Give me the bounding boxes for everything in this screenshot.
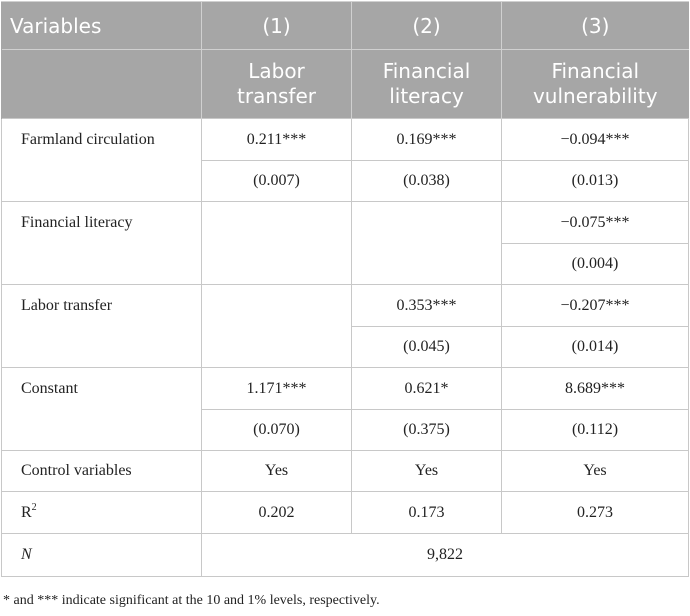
table-row: (0.070) (0.375) (0.112) [2,409,689,451]
header-row-numbers: Variables (1) (2) (3) [1,1,689,50]
row-label-controls: Control variables [1,450,202,492]
table-row: Control variables Yes Yes Yes [1,450,689,492]
cell-coef: −0.075*** [501,201,689,244]
cell-coef: 0.211*** [201,118,352,161]
table-row: Financial literacy −0.075*** [1,201,689,285]
cell-empty [201,201,352,285]
header-col-3-number: (3) [501,1,689,50]
cell-se: (0.045) [351,326,502,368]
header-col-3-name: Financial vulnerability [501,49,689,119]
header-blank [1,49,202,119]
table-row: R2 0.202 0.173 0.273 [1,491,689,534]
cell-se: (0.004) [501,243,689,285]
cell-se: (0.070) [201,409,352,451]
cell-se: (0.375) [351,409,502,451]
table-row: Constant 1.171*** 0.621* 8.689*** [1,367,689,451]
header-col-2-name: Financial literacy [351,49,502,119]
cell-coef: 8.689*** [501,367,689,410]
cell-empty [351,201,502,285]
header-col-1-line1: Labor [248,59,305,83]
cell-coef: 1.171*** [201,367,352,410]
header-col-3-line2: vulnerability [532,84,658,108]
cell-coef: −0.094*** [501,118,689,161]
row-label-n: N [1,533,202,577]
cell-se: (0.038) [351,160,502,202]
row-label-financial-literacy: Financial literacy [1,201,202,285]
table-row: (0.004) [2,243,689,285]
r2-superscript: 2 [31,501,37,513]
table-row: Farmland circulation 0.211*** 0.169*** −… [1,118,689,202]
header-col-2-line1: Financial [382,59,471,83]
cell-value: Yes [351,450,502,492]
cell-value: 0.202 [201,491,352,534]
cell-value: 0.173 [351,491,502,534]
row-label-r2: R2 [1,491,202,534]
header-col-3-line1: Financial [551,59,640,83]
header-col-1-name: Labor transfer [201,49,352,119]
table-row: (0.045) (0.014) [2,326,689,368]
cell-coef: −0.207*** [501,284,689,327]
cell-se: (0.013) [501,160,689,202]
header-col-1-line2: transfer [237,84,316,108]
cell-value: 0.273 [501,491,689,534]
table-row: Labor transfer 0.353*** −0.207*** [1,284,689,368]
cell-se: (0.112) [501,409,689,451]
cell-coef: 0.169*** [351,118,502,161]
cell-se: (0.014) [501,326,689,368]
cell-value: Yes [201,450,352,492]
cell-value: Yes [501,450,689,492]
header-row-names: Labor transfer Financial literacy Financia… [1,49,689,119]
table-row: N 9,822 [1,533,689,577]
regression-table: Variables (1) (2) (3) Labor transfer Fina… [1,1,689,577]
header-col-2-line2: literacy [389,84,464,108]
header-col-1-number: (1) [201,1,352,50]
r2-base: R [21,503,32,521]
table-footnote: * and *** indicate significant at the 10… [3,593,380,608]
cell-empty [201,284,352,368]
header-variables: Variables [1,1,202,50]
cell-coef: 0.621* [351,367,502,410]
row-label-constant: Constant [1,367,202,451]
table-row: (0.007) (0.038) (0.013) [2,160,689,202]
row-label-farmland: Farmland circulation [1,118,202,202]
cell-coef: 0.353*** [351,284,502,327]
cell-n-value: 9,822 [201,533,689,577]
row-label-labor-transfer: Labor transfer [1,284,202,368]
header-col-2-number: (2) [351,1,502,50]
cell-se: (0.007) [201,160,352,202]
